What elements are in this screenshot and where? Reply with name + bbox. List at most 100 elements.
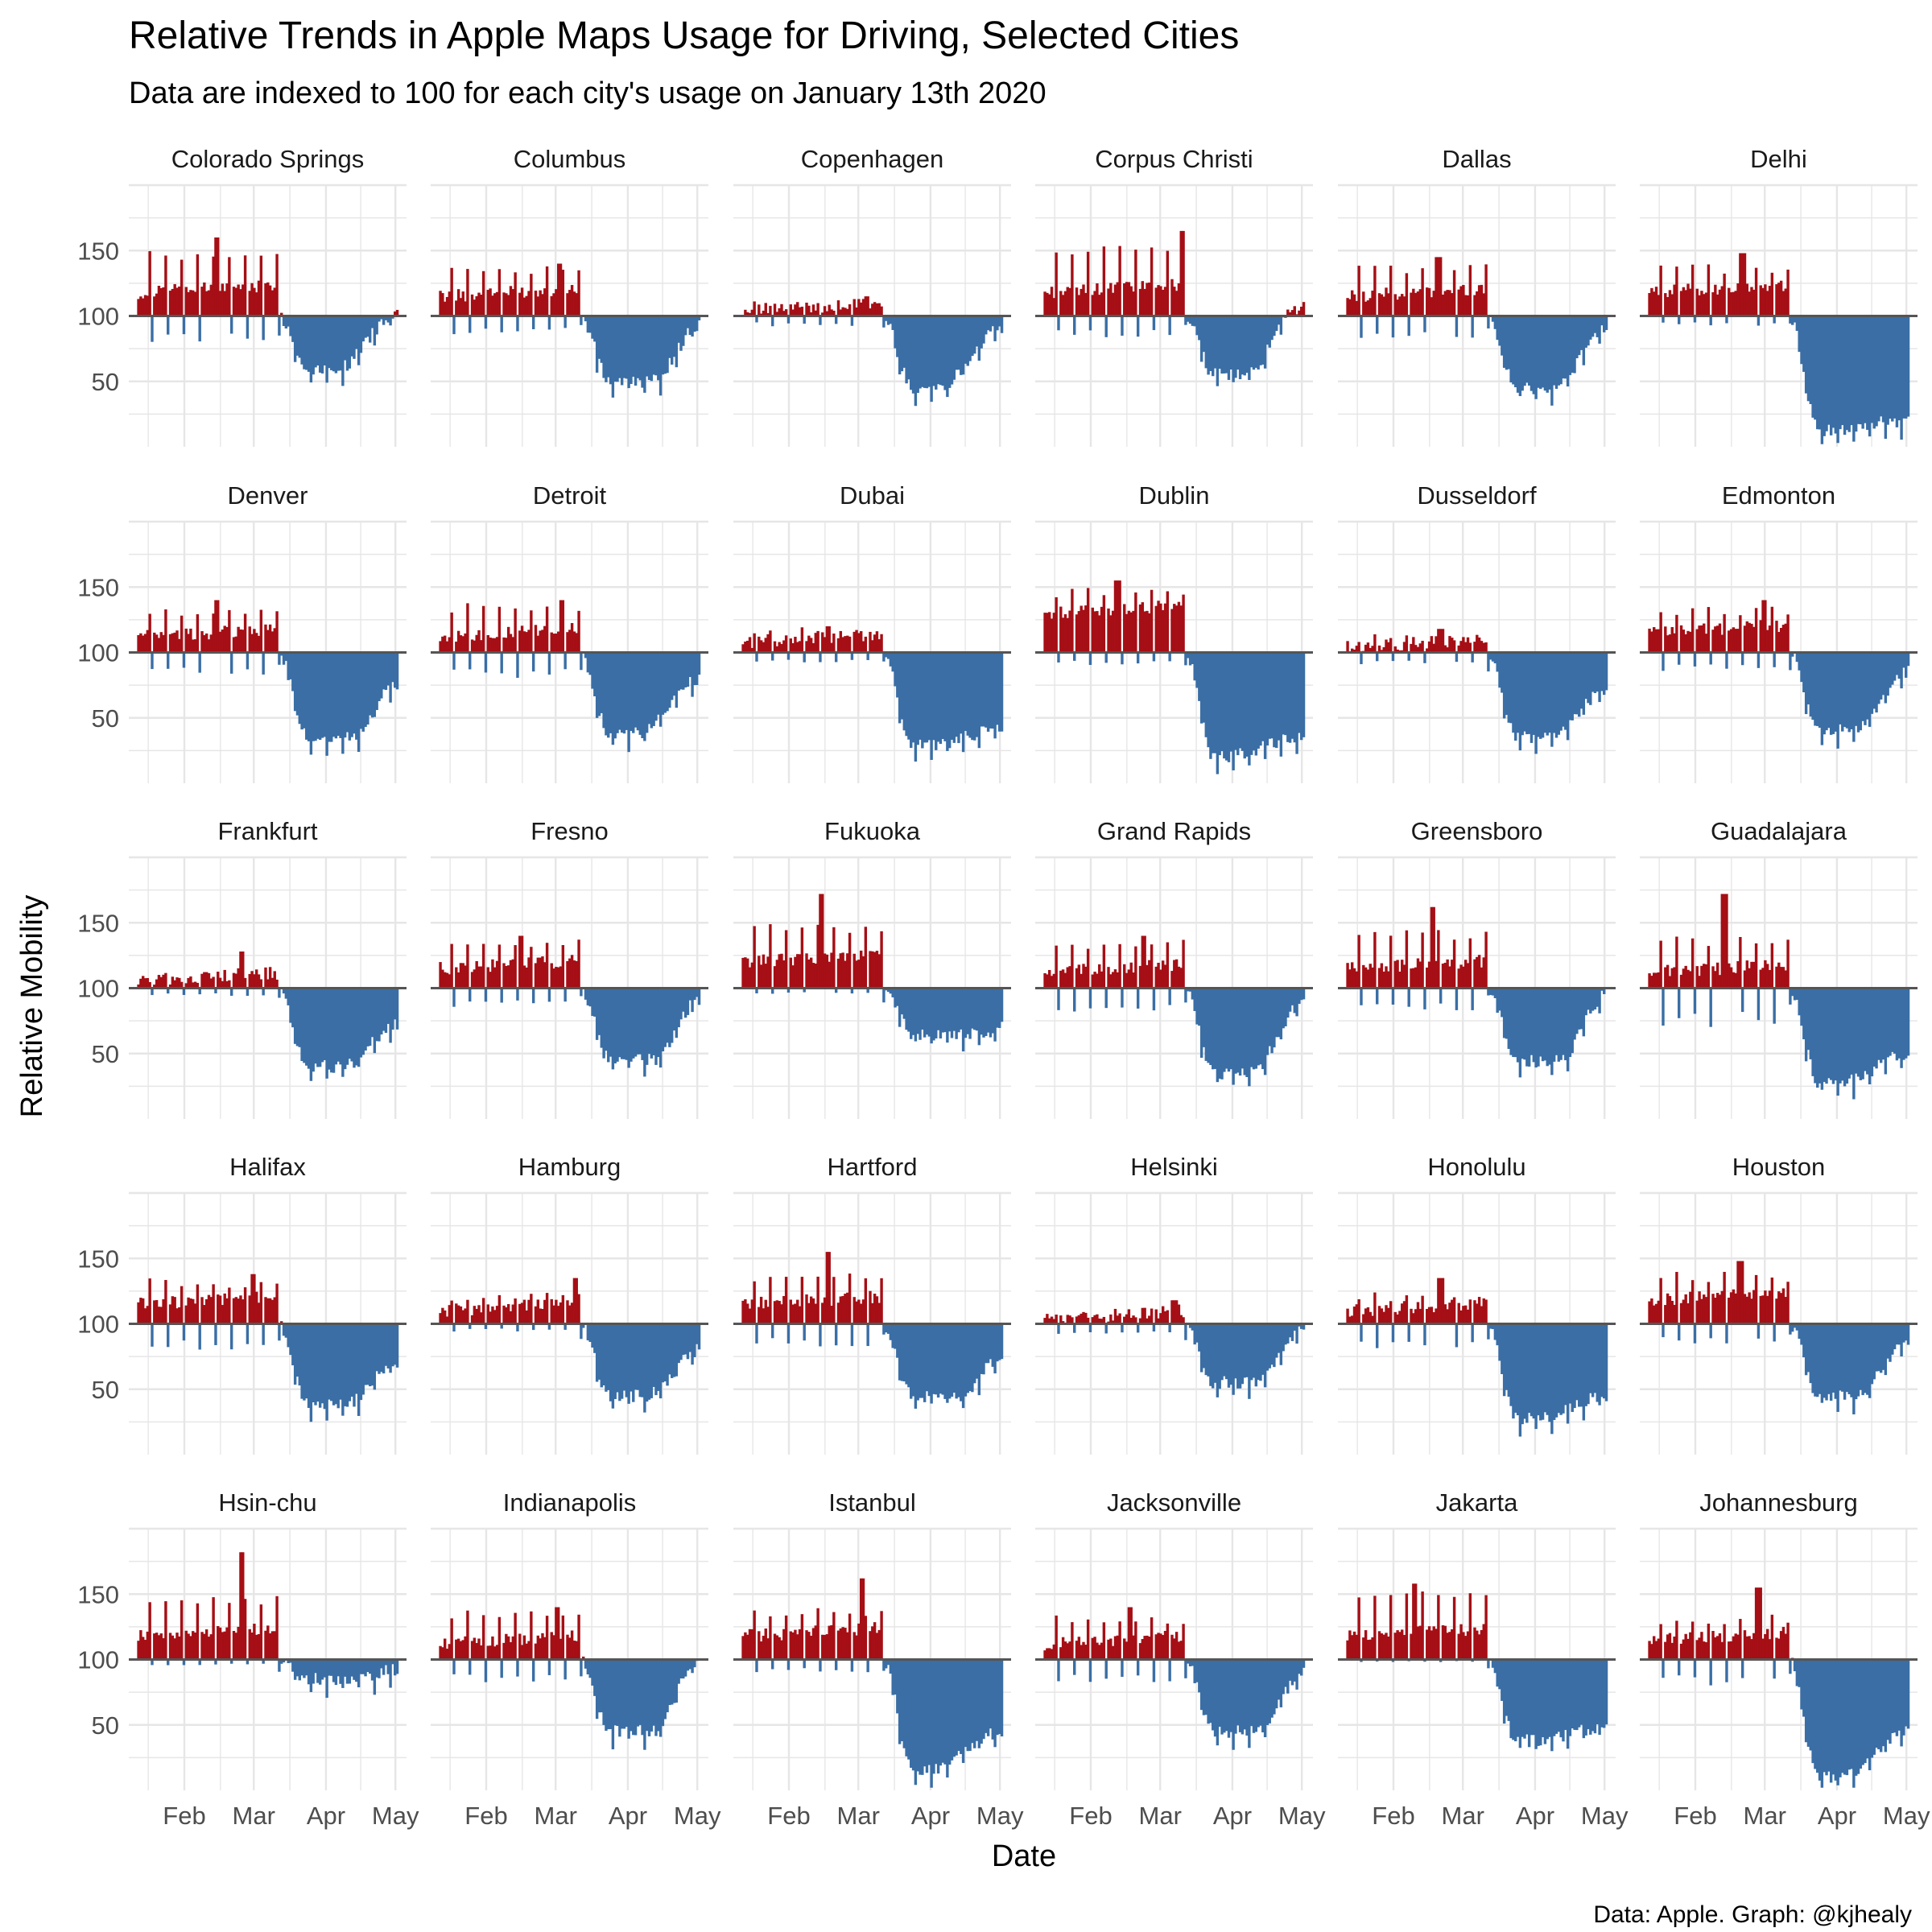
bar bbox=[627, 652, 630, 753]
bar bbox=[314, 316, 317, 368]
bar bbox=[627, 1323, 630, 1404]
bar bbox=[1571, 1659, 1574, 1729]
bar bbox=[570, 622, 574, 653]
bar bbox=[155, 293, 159, 316]
bar bbox=[819, 894, 822, 989]
bar bbox=[209, 1297, 213, 1324]
bar bbox=[370, 1659, 374, 1681]
bar bbox=[450, 612, 453, 653]
bar bbox=[1861, 988, 1864, 1080]
bar bbox=[1573, 316, 1576, 374]
bar bbox=[960, 1659, 963, 1754]
bar bbox=[1382, 296, 1385, 316]
bar bbox=[1129, 612, 1133, 653]
bar bbox=[1527, 1659, 1531, 1748]
bar bbox=[677, 316, 680, 343]
bar bbox=[816, 630, 819, 653]
bar bbox=[192, 290, 195, 316]
bar bbox=[1829, 652, 1833, 735]
bar bbox=[875, 303, 879, 316]
bar bbox=[1652, 1305, 1656, 1324]
bar bbox=[531, 988, 535, 1004]
bar bbox=[1154, 605, 1158, 653]
bar bbox=[1718, 289, 1722, 316]
bar bbox=[1446, 647, 1449, 653]
bar bbox=[1243, 316, 1246, 376]
bar bbox=[1532, 1659, 1536, 1736]
bar bbox=[1861, 316, 1864, 429]
bar bbox=[1073, 1659, 1076, 1675]
bar bbox=[475, 1308, 478, 1324]
bar bbox=[616, 988, 619, 1062]
bar bbox=[461, 1640, 464, 1660]
bar bbox=[1668, 634, 1672, 653]
bar bbox=[1448, 966, 1451, 989]
bar bbox=[239, 1552, 242, 1660]
bar bbox=[1893, 652, 1897, 681]
bar bbox=[1695, 288, 1699, 316]
bar bbox=[1159, 603, 1162, 653]
bar bbox=[1678, 1659, 1681, 1676]
bar bbox=[361, 316, 365, 342]
bar bbox=[1401, 1303, 1404, 1324]
bar bbox=[268, 1298, 272, 1324]
bar bbox=[1366, 1307, 1370, 1324]
bar bbox=[439, 641, 442, 653]
bar bbox=[572, 1641, 576, 1660]
bar bbox=[1179, 968, 1183, 989]
bar bbox=[175, 630, 179, 653]
bar bbox=[864, 1616, 868, 1660]
bar bbox=[836, 1302, 840, 1324]
bar bbox=[1437, 257, 1440, 316]
bar bbox=[914, 1323, 918, 1409]
bar bbox=[1302, 1659, 1306, 1668]
bar bbox=[1435, 257, 1438, 316]
bar bbox=[509, 960, 513, 989]
bar bbox=[1582, 988, 1586, 1037]
bar bbox=[1059, 970, 1063, 989]
bar bbox=[1850, 988, 1853, 1075]
bar bbox=[1174, 1300, 1179, 1324]
bar bbox=[1568, 652, 1572, 720]
bar bbox=[952, 652, 956, 743]
bar bbox=[1584, 652, 1587, 700]
bar bbox=[1382, 647, 1385, 653]
bar bbox=[1800, 316, 1803, 365]
bar bbox=[1245, 988, 1249, 1077]
bar bbox=[773, 966, 777, 989]
bar bbox=[543, 288, 547, 316]
bar bbox=[936, 652, 940, 742]
bar bbox=[1300, 652, 1303, 741]
bar bbox=[1666, 1293, 1670, 1324]
bar bbox=[207, 1637, 211, 1660]
bar bbox=[1800, 988, 1803, 1026]
bar bbox=[229, 1659, 233, 1664]
bar bbox=[445, 972, 449, 989]
bar bbox=[192, 982, 195, 989]
bar bbox=[314, 1659, 317, 1674]
bar bbox=[477, 292, 481, 316]
bar bbox=[1686, 1303, 1690, 1324]
bar bbox=[325, 652, 328, 756]
bar bbox=[1897, 1659, 1901, 1731]
bar bbox=[741, 1636, 745, 1660]
bar bbox=[1043, 1318, 1046, 1324]
bar bbox=[289, 652, 292, 679]
bar bbox=[1779, 280, 1783, 316]
bar bbox=[1761, 968, 1765, 989]
bar bbox=[857, 633, 861, 653]
bar bbox=[670, 1323, 674, 1378]
bar bbox=[1259, 1659, 1262, 1726]
bar bbox=[1654, 629, 1658, 653]
bar bbox=[1075, 1316, 1079, 1324]
bar bbox=[1468, 1593, 1472, 1660]
bar bbox=[1168, 316, 1171, 336]
bar bbox=[1362, 291, 1365, 316]
bar bbox=[1704, 964, 1708, 989]
bar bbox=[682, 1323, 685, 1356]
bar bbox=[514, 272, 517, 316]
bar bbox=[1568, 1659, 1572, 1736]
bar bbox=[947, 1323, 952, 1399]
bar bbox=[880, 931, 883, 989]
bar bbox=[1693, 316, 1697, 323]
